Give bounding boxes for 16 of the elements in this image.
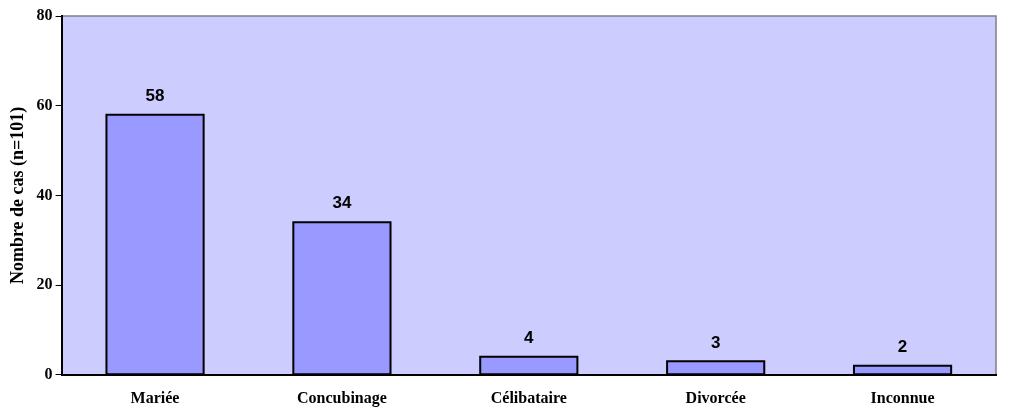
x-tick-label: Divorcée [685, 388, 746, 406]
data-label: 58 [145, 85, 165, 105]
y-tick-label: 80 [36, 6, 53, 24]
x-tick-label: Célibataire [490, 388, 567, 406]
x-tick-label: Inconnue [870, 388, 935, 406]
data-label: 34 [332, 193, 352, 213]
y-tick-label: 20 [36, 275, 53, 293]
y-tick-label: 0 [44, 364, 53, 382]
data-label: 4 [524, 328, 535, 348]
x-tick-label: Mariée [130, 388, 180, 406]
y-tick-label: 60 [36, 95, 53, 113]
y-axis-title: Nombre de cas (n=101) [7, 106, 29, 285]
x-tick-label: Concubinage [297, 388, 387, 407]
data-label: 3 [710, 332, 721, 352]
y-tick-label: 40 [36, 185, 53, 203]
data-label: 2 [897, 337, 908, 357]
